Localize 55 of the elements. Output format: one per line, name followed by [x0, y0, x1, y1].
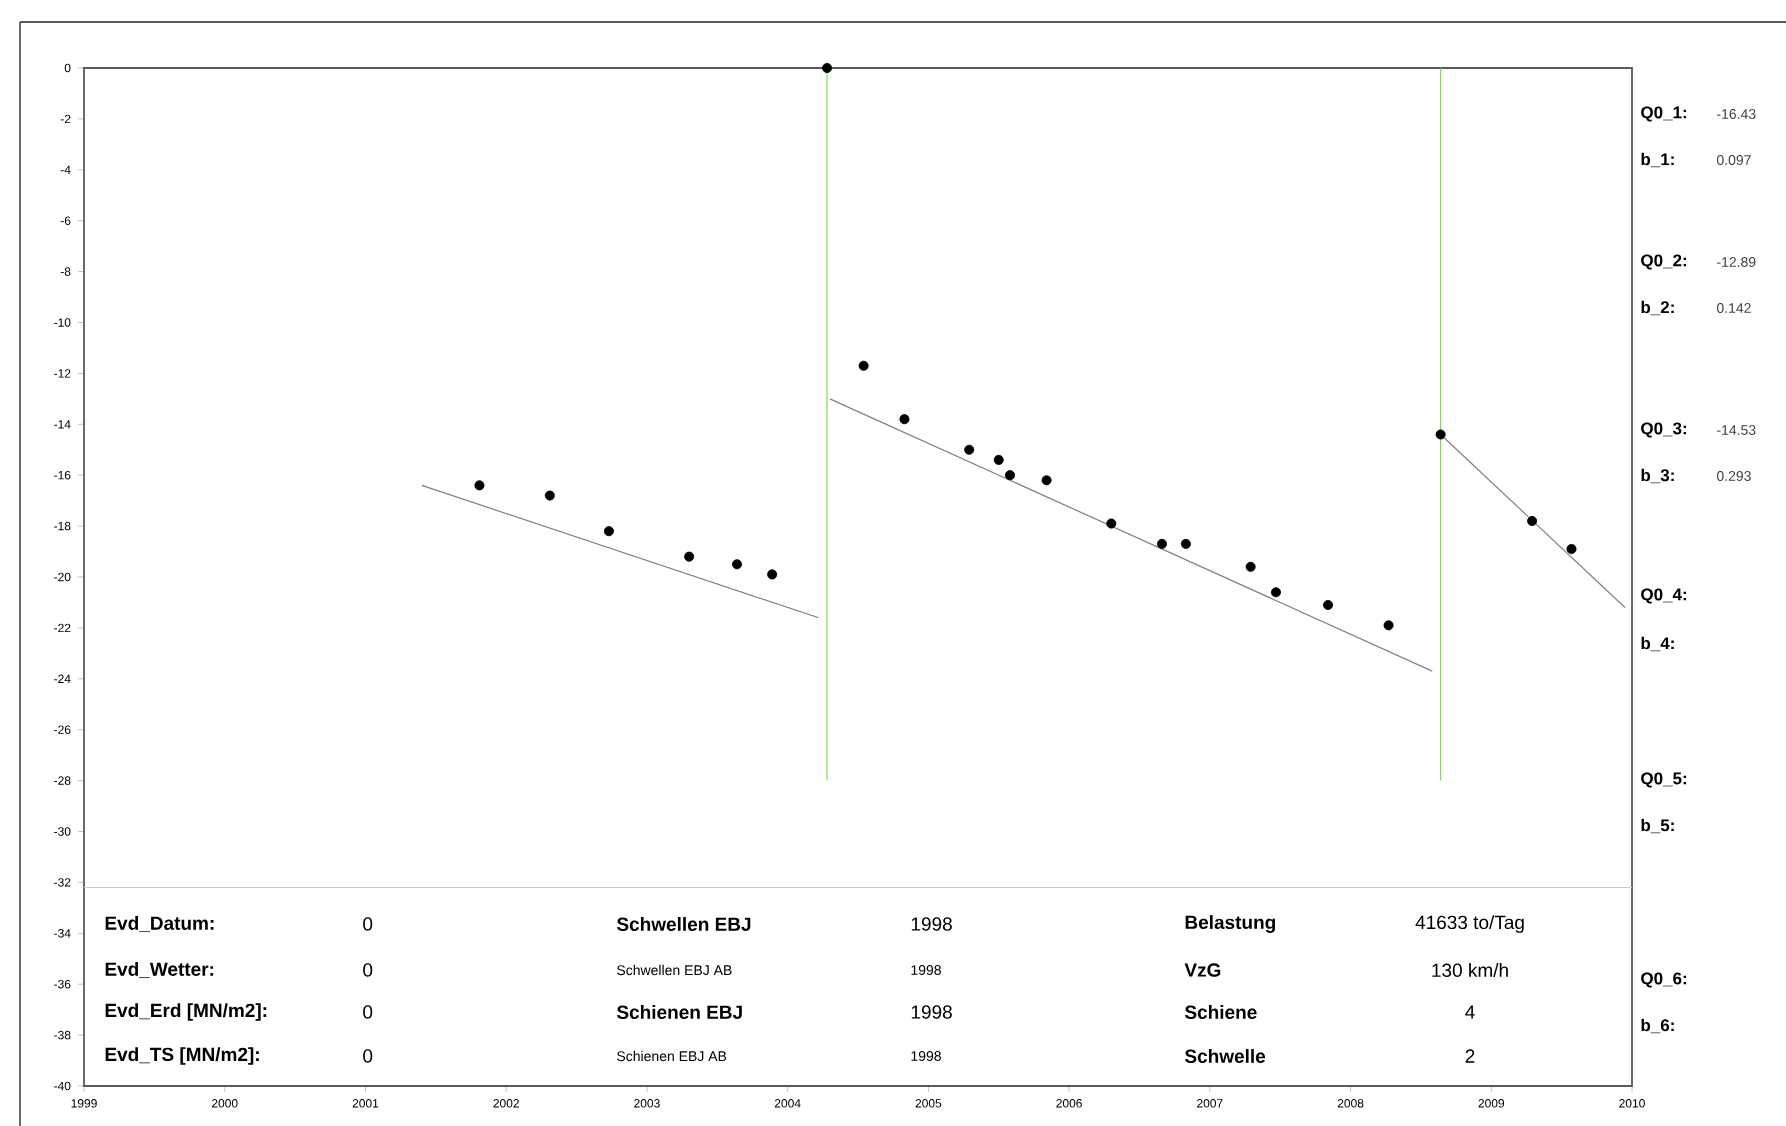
annotation: 2 — [1465, 1049, 1475, 1063]
text: Q0_6: — [1641, 972, 1687, 988]
text: b_4: — [1641, 636, 1674, 652]
point — [1106, 518, 1117, 529]
annotation: Schwellen EBJ — [616, 917, 751, 931]
point — [544, 490, 555, 501]
annotation: Schiene — [1184, 1005, 1257, 1019]
point — [858, 360, 869, 371]
annotation: 130 km/h — [1432, 963, 1508, 977]
point — [767, 569, 778, 580]
annotation: 0 — [363, 963, 373, 977]
annotation: Evd_Wetter: — [105, 961, 214, 979]
text: Q0_2: — [1641, 254, 1687, 270]
point — [1527, 516, 1538, 527]
point — [474, 480, 485, 491]
annotation: Evd_Datum: — [105, 915, 214, 933]
annotation: 1998 — [911, 917, 952, 931]
annotation: 0 — [363, 1005, 373, 1019]
point — [603, 526, 614, 537]
annotation: 1998 — [911, 1005, 952, 1019]
annotation: VzG — [1184, 963, 1221, 977]
point — [964, 444, 975, 455]
point — [993, 454, 1004, 465]
text: b_2: — [1641, 300, 1674, 316]
annotation: Belastung — [1185, 915, 1275, 933]
text: b_3: — [1641, 468, 1674, 484]
annotation: 4 — [1465, 1005, 1475, 1019]
annotation: Evd_Erd [MN/m2]: — [105, 1003, 267, 1021]
annotation: 41633 to/Tag — [1415, 915, 1524, 933]
point — [822, 63, 833, 73]
point — [1005, 470, 1015, 481]
point — [1156, 538, 1167, 549]
point — [1245, 561, 1256, 572]
text: Q0_4: — [1641, 588, 1687, 604]
text: Q0_3: — [1641, 422, 1687, 438]
text: Q0_5: — [1641, 772, 1687, 788]
point — [1383, 620, 1394, 631]
annotation: Schienen EBJ — [616, 1005, 742, 1019]
point — [1566, 544, 1577, 554]
point — [1323, 600, 1334, 610]
point — [1435, 429, 1446, 440]
point — [684, 551, 695, 562]
point — [1041, 475, 1052, 486]
annotation: Schwelle — [1184, 1049, 1266, 1063]
text: b_1: — [1641, 152, 1674, 168]
point — [1180, 538, 1191, 549]
point — [1270, 587, 1281, 598]
text: b_6: — [1641, 1018, 1674, 1034]
text: Q0_1: — [1641, 106, 1687, 122]
point — [899, 414, 910, 425]
annotation: 0 — [363, 1049, 373, 1063]
text: b_5: — [1641, 818, 1674, 834]
annotation: 0 — [363, 917, 373, 931]
point — [731, 559, 742, 570]
annotation: Evd_TS [MN/m2]: — [105, 1047, 259, 1065]
